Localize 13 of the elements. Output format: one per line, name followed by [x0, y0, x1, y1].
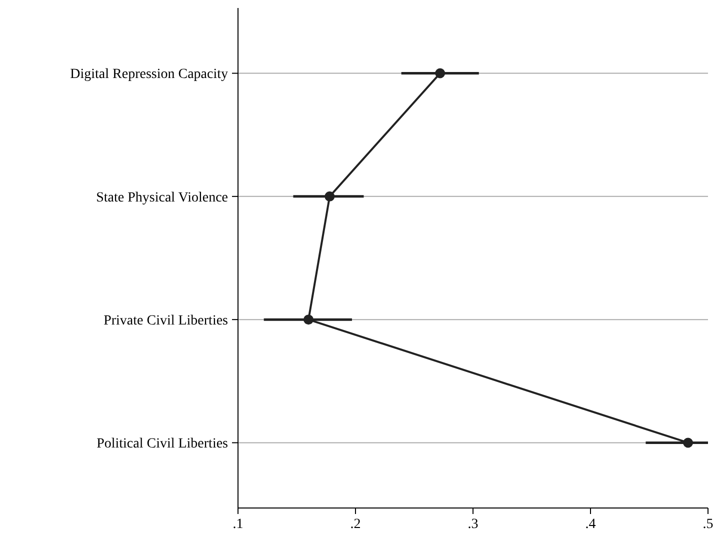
point — [435, 68, 446, 78]
y-tick-label: Political Civil Liberties — [96, 436, 228, 452]
x-tick-label: .2 — [350, 517, 361, 532]
x-tick-label: .5 — [702, 517, 714, 532]
y-tick-label: Private Civil Liberties — [104, 313, 228, 328]
y-tick-label: State Physical Violence — [96, 190, 228, 206]
x-tick-label: .3 — [468, 517, 478, 532]
x-tick-label: .1 — [232, 517, 244, 532]
point — [683, 438, 694, 448]
x-tick-label: .4 — [585, 517, 596, 532]
y-tick-label: Digital Repression Capacity — [70, 67, 228, 82]
point — [324, 191, 335, 202]
point — [304, 314, 314, 325]
